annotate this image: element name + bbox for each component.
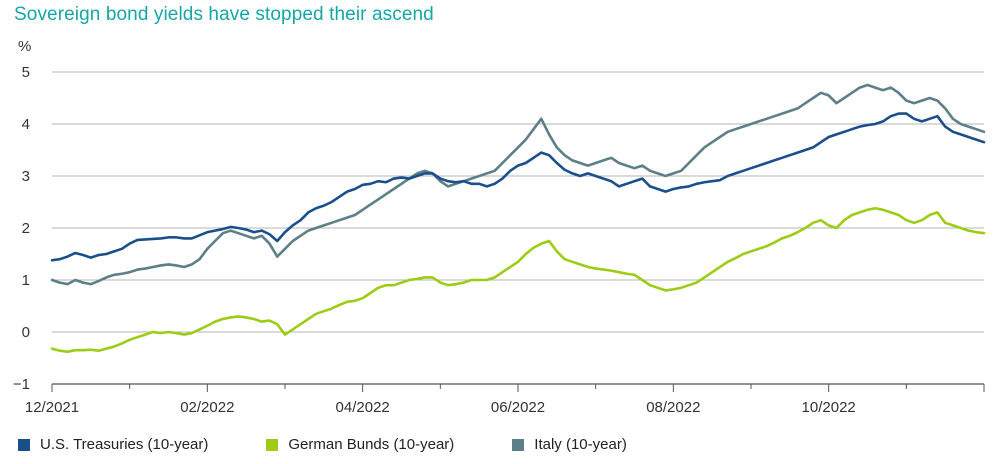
x-tick-label: 08/2022 [646, 399, 700, 416]
legend-swatch-us-treasuries [18, 438, 30, 451]
y-axis-unit-label: % [18, 38, 32, 55]
legend-label-us-treasuries: U.S. Treasuries (10-year) [40, 436, 209, 453]
legend-item-german-bunds: German Bunds (10-year) [266, 436, 454, 453]
y-tick-label: −1 [13, 376, 30, 393]
series-line-german-bunds [50, 206, 986, 354]
x-tick-label: 04/2022 [336, 399, 390, 416]
y-tick-label: 1 [22, 272, 30, 289]
line-chart: −1 0 1 2 3 4 5 12/2021 02/2022 04/2022 06/2022 08/… [13, 64, 986, 416]
chart-title: Sovereign bond yields have stopped their… [14, 4, 434, 25]
y-tick-label: 0 [22, 324, 30, 341]
legend: U.S. Treasuries (10-year) German Bunds (… [18, 436, 685, 453]
legend-label-italy: Italy (10-year) [534, 436, 627, 453]
legend-swatch-german-bunds [266, 438, 279, 451]
x-tick-label: 12/2021 [25, 399, 79, 416]
legend-swatch-italy [512, 438, 525, 451]
series-lines [50, 83, 986, 354]
y-tick-label: 2 [22, 220, 30, 237]
y-tick-label: 4 [22, 116, 30, 133]
legend-item-us-treasuries: U.S. Treasuries (10-year) [18, 436, 208, 453]
series-line-us-treasuries [50, 112, 986, 262]
x-tick-label: 06/2022 [491, 399, 545, 416]
y-axis-tick-labels: −1 0 1 2 3 4 5 [13, 64, 30, 393]
gridlines [52, 71, 984, 333]
series-line-italy [50, 83, 986, 286]
x-axis: 12/2021 02/2022 04/2022 06/2022 08/2022 10/20… [25, 383, 985, 416]
y-tick-label: 3 [22, 168, 30, 185]
x-tick-label: 02/2022 [180, 399, 234, 416]
x-tick-label: 10/2022 [802, 399, 856, 416]
legend-item-italy: Italy (10-year) [512, 436, 627, 453]
y-tick-label: 5 [22, 64, 30, 81]
legend-label-german-bunds: German Bunds (10-year) [288, 436, 455, 453]
